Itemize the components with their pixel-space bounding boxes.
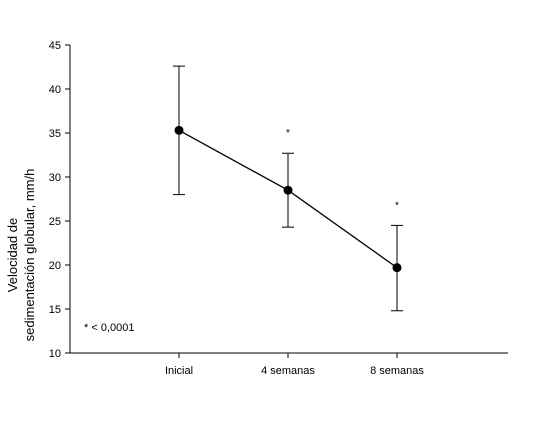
y-tick-label: 30 xyxy=(49,172,61,184)
y-ticks: 10 15 20 25 30 35 40 45 xyxy=(49,40,70,360)
x-tick-label: 8 semanas xyxy=(370,365,424,377)
significance-marks: ** xyxy=(286,128,399,211)
y-tick-label: 15 xyxy=(49,304,61,316)
significance-annotation: * < 0,0001 xyxy=(84,322,134,334)
y-tick-label: 40 xyxy=(49,84,61,96)
data-point xyxy=(174,125,184,135)
y-tick-label: 35 xyxy=(49,128,61,140)
data-points xyxy=(174,125,402,273)
x-tick-label: Inicial xyxy=(165,365,193,377)
significance-mark: * xyxy=(395,200,399,211)
y-tick-label: 10 xyxy=(49,348,61,360)
y-axis-title-line-1: Velocidad de xyxy=(5,218,20,292)
y-tick-label: 45 xyxy=(49,40,61,52)
data-point xyxy=(392,263,402,273)
x-ticks: Inicial 4 semanas 8 semanas xyxy=(165,353,424,377)
y-tick-label: 25 xyxy=(49,216,61,228)
axes xyxy=(69,45,508,354)
significance-mark: * xyxy=(286,128,290,139)
y-axis-title: Velocidad de sedimentación globular, mm/… xyxy=(5,169,37,342)
y-axis-title-line-2: sedimentación globular, mm/h xyxy=(22,169,37,342)
x-tick-label: 4 semanas xyxy=(261,365,315,377)
data-point xyxy=(283,185,293,195)
y-tick-label: 20 xyxy=(49,260,61,272)
